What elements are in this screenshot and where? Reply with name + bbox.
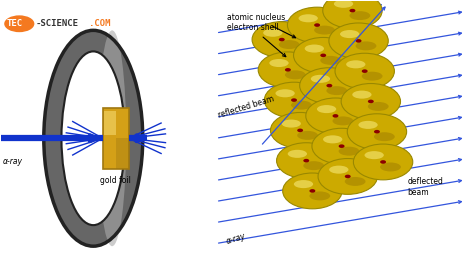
Ellipse shape	[362, 69, 368, 73]
Ellipse shape	[299, 14, 318, 22]
Ellipse shape	[368, 102, 389, 111]
Ellipse shape	[335, 53, 394, 89]
Ellipse shape	[303, 159, 309, 163]
Ellipse shape	[374, 130, 380, 134]
Ellipse shape	[285, 70, 306, 79]
Text: TEC: TEC	[7, 19, 23, 28]
Ellipse shape	[300, 68, 359, 103]
Ellipse shape	[271, 113, 330, 148]
Ellipse shape	[263, 29, 283, 37]
Ellipse shape	[365, 151, 384, 159]
Text: electron shell: electron shell	[227, 23, 286, 57]
Ellipse shape	[327, 84, 332, 88]
Text: gold foil: gold foil	[100, 176, 131, 185]
Ellipse shape	[341, 84, 401, 119]
Ellipse shape	[306, 98, 365, 134]
Ellipse shape	[320, 56, 341, 65]
Ellipse shape	[318, 159, 377, 194]
Ellipse shape	[362, 72, 383, 81]
Ellipse shape	[334, 0, 353, 8]
Ellipse shape	[368, 100, 374, 103]
Ellipse shape	[285, 68, 291, 72]
Ellipse shape	[252, 22, 311, 57]
Ellipse shape	[349, 9, 356, 13]
Ellipse shape	[291, 101, 312, 110]
Ellipse shape	[338, 144, 345, 148]
Text: α-ray: α-ray	[2, 157, 22, 166]
Ellipse shape	[329, 166, 348, 174]
Ellipse shape	[345, 177, 365, 186]
Ellipse shape	[279, 38, 285, 41]
Ellipse shape	[283, 173, 342, 209]
Ellipse shape	[320, 53, 326, 57]
Ellipse shape	[62, 51, 125, 225]
Ellipse shape	[352, 91, 372, 99]
Ellipse shape	[44, 30, 143, 246]
Ellipse shape	[356, 41, 376, 50]
Ellipse shape	[291, 98, 297, 102]
Ellipse shape	[323, 0, 382, 28]
Ellipse shape	[380, 160, 386, 164]
Ellipse shape	[293, 38, 353, 73]
Bar	[116, 138, 128, 169]
Text: deflected
beam: deflected beam	[408, 177, 444, 197]
Ellipse shape	[374, 132, 395, 141]
Ellipse shape	[303, 161, 324, 170]
Text: .COM: .COM	[89, 19, 110, 28]
Ellipse shape	[380, 163, 401, 172]
Ellipse shape	[314, 23, 320, 27]
Ellipse shape	[264, 82, 324, 118]
Ellipse shape	[282, 119, 301, 128]
Ellipse shape	[338, 147, 359, 156]
Ellipse shape	[287, 7, 347, 43]
Ellipse shape	[346, 60, 365, 68]
Ellipse shape	[349, 11, 370, 20]
Ellipse shape	[310, 189, 315, 193]
Ellipse shape	[358, 121, 378, 129]
Ellipse shape	[323, 135, 342, 143]
Ellipse shape	[305, 44, 324, 53]
Ellipse shape	[317, 105, 336, 113]
Text: reflected beam: reflected beam	[217, 94, 275, 119]
Ellipse shape	[258, 52, 318, 88]
Ellipse shape	[279, 40, 300, 49]
Bar	[103, 108, 128, 169]
Ellipse shape	[354, 144, 413, 180]
Ellipse shape	[333, 114, 338, 118]
Circle shape	[4, 15, 35, 32]
Text: atomic nucleus: atomic nucleus	[227, 13, 296, 38]
Ellipse shape	[310, 192, 330, 200]
Ellipse shape	[327, 86, 347, 95]
Ellipse shape	[277, 143, 336, 178]
Ellipse shape	[312, 128, 371, 164]
Ellipse shape	[340, 30, 359, 38]
Ellipse shape	[314, 26, 335, 35]
Text: α-ray: α-ray	[225, 232, 247, 246]
Ellipse shape	[333, 117, 353, 125]
Text: -SCIENCE: -SCIENCE	[36, 19, 78, 28]
Ellipse shape	[288, 150, 307, 158]
Ellipse shape	[311, 75, 330, 83]
Ellipse shape	[297, 128, 303, 132]
Ellipse shape	[275, 89, 295, 97]
Ellipse shape	[329, 23, 388, 59]
Ellipse shape	[345, 175, 351, 178]
Ellipse shape	[356, 39, 362, 43]
Ellipse shape	[294, 180, 313, 188]
Ellipse shape	[98, 30, 126, 246]
Ellipse shape	[347, 114, 407, 149]
Ellipse shape	[297, 131, 318, 140]
Ellipse shape	[269, 59, 289, 67]
Bar	[104, 111, 116, 135]
